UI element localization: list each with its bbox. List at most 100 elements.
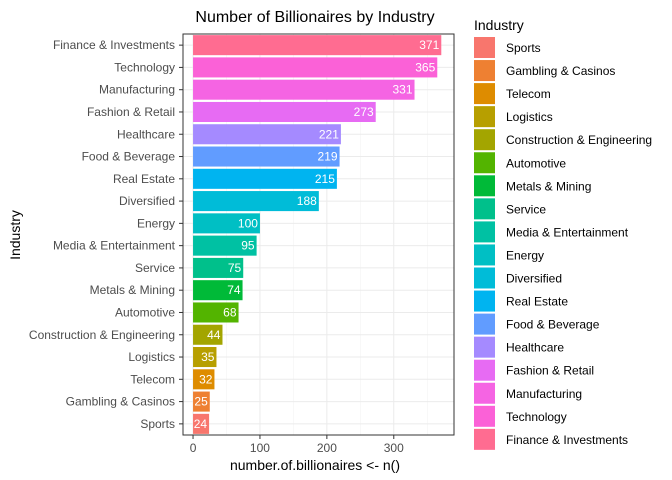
panel-border	[182, 33, 455, 436]
y-tick-label: Fashion & Retail	[87, 105, 175, 119]
legend-swatch	[474, 221, 495, 243]
bar-value-label: 215	[315, 172, 335, 186]
y-tick-label: Sports	[140, 417, 175, 431]
bar-value-label: 75	[228, 261, 242, 275]
x-tick-label: 300	[384, 441, 404, 455]
bar-value-label: 44	[207, 328, 221, 342]
y-tick-label: Finance & Investments	[53, 38, 175, 52]
y-tick-label: Service	[135, 261, 175, 275]
legend-label: Automotive	[506, 156, 566, 170]
bar	[193, 280, 243, 301]
legend-label: Healthcare	[506, 341, 564, 355]
bar	[193, 391, 210, 412]
legend-swatch	[474, 428, 495, 450]
legend: Industry Sports Gambling & Casinos Telecom…	[474, 17, 652, 450]
legend-label: Energy	[506, 248, 544, 262]
y-tick-label: Metals & Mining	[90, 283, 175, 297]
legend-label: Metals & Mining	[506, 179, 591, 193]
legend-swatch	[474, 336, 495, 358]
legend-swatch	[474, 290, 495, 312]
x-axis-ticks: 0 100 200 300	[190, 435, 404, 455]
y-tick-label: Real Estate	[113, 172, 175, 186]
legend-label: Real Estate	[506, 295, 568, 309]
bar-value-label: 74	[227, 283, 241, 297]
y-tick-label: Media & Entertainment	[53, 239, 176, 253]
bar-value-label: 25	[194, 395, 208, 409]
bar	[193, 146, 340, 167]
y-axis-title: Industry	[7, 210, 23, 260]
x-tick-label: 0	[190, 441, 197, 455]
legend-swatch	[474, 313, 495, 335]
bar-value-label: 219	[318, 150, 338, 164]
y-tick-label: Gambling & Casinos	[66, 395, 175, 409]
y-tick-label: Logistics	[128, 350, 175, 364]
legend-swatch	[474, 60, 495, 82]
y-tick-label: Manufacturing	[99, 83, 175, 97]
bar-value-label: 371	[419, 38, 439, 52]
y-tick-label: Construction & Engineering	[29, 328, 175, 342]
legend-swatch	[474, 198, 495, 220]
legend-label: Diversified	[506, 272, 562, 286]
legend-swatch	[474, 106, 495, 128]
y-tick-label: Automotive	[115, 305, 175, 319]
bar	[193, 57, 438, 78]
bar-value-label: 273	[354, 105, 374, 119]
legend-label: Sports	[506, 41, 541, 55]
y-tick-label: Energy	[137, 216, 175, 230]
bar-value-label: 35	[201, 350, 215, 364]
bar	[193, 191, 319, 212]
bar	[193, 347, 217, 368]
bar	[193, 124, 341, 145]
bar-value-label: 221	[319, 127, 339, 141]
y-tick-label: Diversified	[119, 194, 175, 208]
bar-value-label: 365	[415, 60, 435, 74]
bar	[193, 302, 239, 323]
y-axis-ticks: Finance & Investments Technology Manufactu…	[29, 38, 183, 431]
bar	[193, 324, 223, 345]
legend-swatch	[474, 129, 495, 151]
legend-swatch	[474, 382, 495, 404]
bar-value-label: 95	[241, 239, 255, 253]
legend-swatch	[474, 244, 495, 266]
bar	[193, 413, 210, 434]
legend-label: Technology	[506, 410, 567, 424]
x-tick-label: 200	[317, 441, 337, 455]
bar	[193, 79, 415, 100]
legend-label: Gambling & Casinos	[506, 64, 615, 78]
x-tick-label: 100	[250, 441, 270, 455]
legend-swatch	[474, 267, 495, 289]
bar	[193, 213, 260, 234]
bar	[193, 101, 376, 122]
y-tick-label: Food & Beverage	[82, 150, 176, 164]
y-tick-label: Healthcare	[117, 127, 175, 141]
bar	[193, 257, 244, 278]
legend-title: Industry	[474, 17, 524, 33]
y-tick-label: Technology	[114, 60, 175, 74]
legend-label: Telecom	[506, 87, 551, 101]
bar	[193, 168, 337, 189]
bar	[193, 369, 215, 390]
legend-swatch	[474, 37, 495, 58]
bar-value-label: 32	[199, 372, 213, 386]
chart-title: Number of Billionaires by Industry	[195, 9, 434, 26]
legend-label: Fashion & Retail	[506, 364, 594, 378]
bar	[193, 235, 257, 256]
legend-swatch	[474, 175, 495, 197]
bar-value-label: 68	[223, 305, 237, 319]
bar-value-label: 188	[297, 194, 317, 208]
y-tick-label: Telecom	[130, 372, 175, 386]
legend-label: Construction & Engineering	[506, 133, 652, 147]
legend-swatch	[474, 83, 495, 105]
x-axis-title: number.of.billionaires <- n()	[230, 457, 400, 473]
legend-swatch	[474, 359, 495, 381]
legend-swatch	[474, 152, 495, 174]
legend-label: Manufacturing	[506, 387, 582, 401]
bar-value-label: 100	[238, 216, 258, 230]
legend-label: Food & Beverage	[506, 318, 600, 332]
bar	[193, 35, 442, 56]
legend-swatch	[474, 405, 495, 427]
bars	[193, 35, 442, 434]
